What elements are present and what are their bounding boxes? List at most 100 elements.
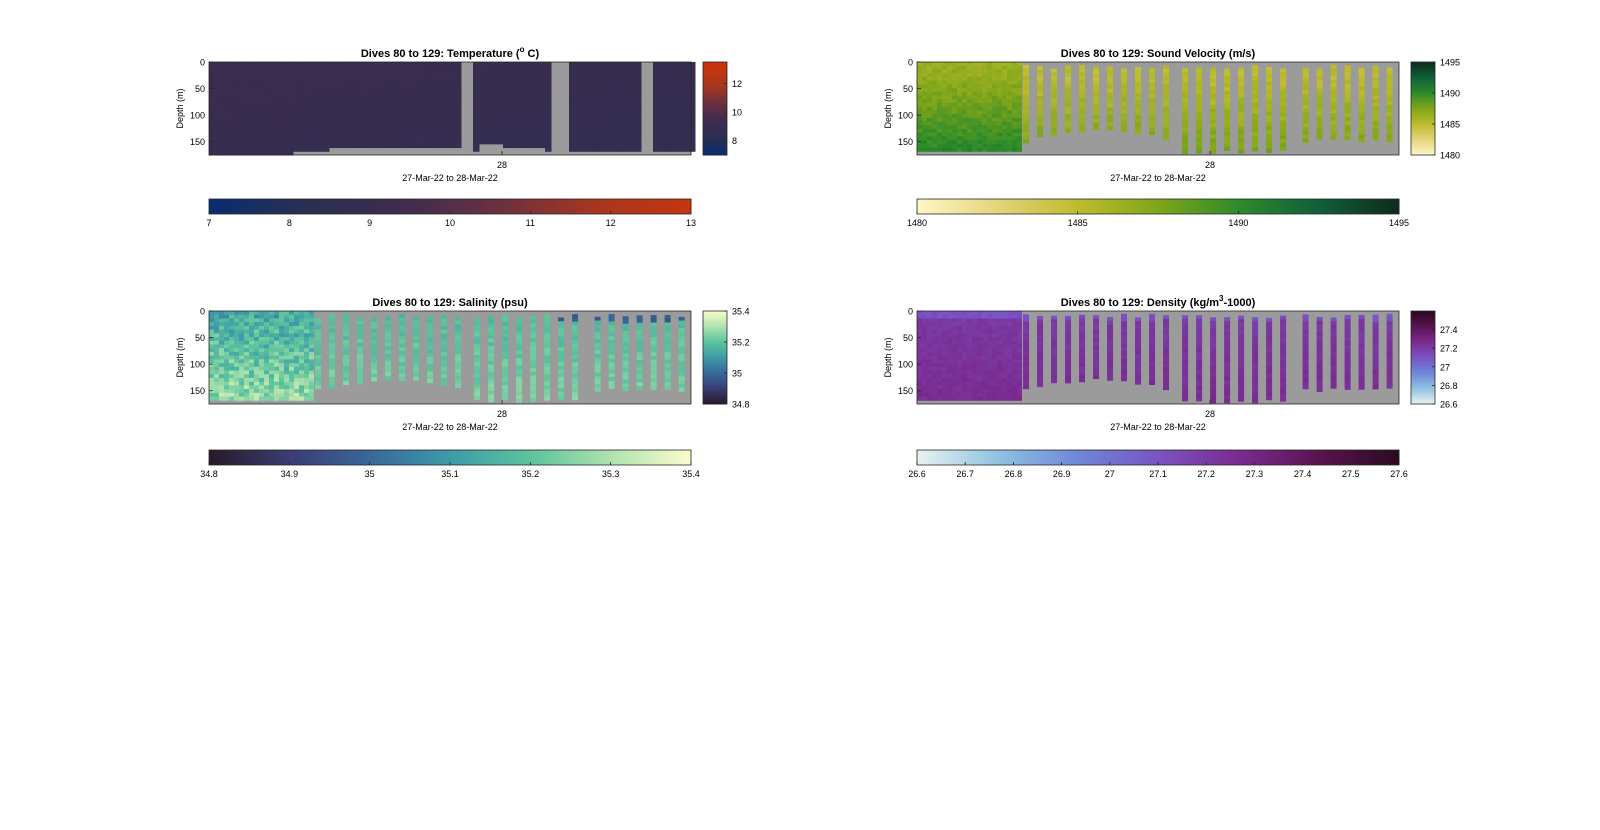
heatmap-cell xyxy=(922,102,927,108)
heatmap-cell xyxy=(947,65,952,70)
heatmap-cell xyxy=(678,357,685,363)
heatmap-cell xyxy=(545,84,552,89)
heatmap-cell xyxy=(293,80,300,85)
heatmap-cell xyxy=(587,132,594,137)
heatmap-cell xyxy=(664,341,671,346)
colorbar-step xyxy=(606,450,612,465)
colorbar-step xyxy=(1041,199,1047,214)
heatmap-cell xyxy=(287,132,294,137)
heatmap-cell xyxy=(927,73,932,78)
heatmap-cell xyxy=(401,106,408,111)
heatmap-cell xyxy=(229,392,234,398)
heatmap-cell xyxy=(209,114,216,119)
colorbar-step xyxy=(538,199,543,214)
colorbar-step xyxy=(542,450,547,465)
heatmap-cell xyxy=(1182,123,1189,129)
heatmap-cell xyxy=(317,102,324,108)
heatmap-cell xyxy=(942,366,947,372)
heatmap-cell xyxy=(455,95,462,100)
heatmap-cell xyxy=(982,359,987,364)
heatmap-cell xyxy=(289,396,294,401)
heatmap-cell xyxy=(1182,127,1189,132)
heatmap-cell xyxy=(299,355,304,360)
heatmap-cell xyxy=(1012,140,1017,145)
heatmap-cell xyxy=(244,340,249,345)
heatmap-cell xyxy=(1002,110,1007,115)
heatmap-cell xyxy=(441,348,448,353)
colorbar-step xyxy=(409,199,415,214)
heatmap-cell xyxy=(294,366,299,372)
heatmap-cell xyxy=(947,348,952,353)
heatmap-cell xyxy=(227,80,234,85)
heatmap-cell xyxy=(299,351,304,357)
heatmap-cell xyxy=(419,132,426,137)
heatmap-cell xyxy=(575,65,582,70)
heatmap-cell xyxy=(323,121,330,126)
heatmap-cell xyxy=(962,344,967,349)
heatmap-cell xyxy=(1358,104,1365,110)
heatmap-cell xyxy=(1358,101,1365,106)
heatmap-cell xyxy=(311,110,318,115)
heatmap-cell xyxy=(341,128,348,134)
heatmap-cell xyxy=(371,76,378,82)
heatmap-cell xyxy=(957,110,962,115)
heatmap-cell xyxy=(947,311,952,316)
heatmap-cell xyxy=(1023,347,1030,352)
heatmap-cell xyxy=(982,69,987,74)
colorbar-step xyxy=(285,450,290,465)
heatmap-cell xyxy=(227,95,234,100)
heatmap-cell xyxy=(671,114,678,119)
heatmap-cell xyxy=(413,361,420,366)
heatmap-cell xyxy=(653,117,660,123)
heatmap-cell xyxy=(419,143,426,149)
heatmap-cell xyxy=(605,80,612,85)
heatmap-cell xyxy=(254,351,259,357)
heatmap-cell xyxy=(997,337,1002,342)
heatmap-cell xyxy=(455,361,462,366)
heatmap-cell xyxy=(982,88,987,93)
heatmap-cell xyxy=(279,392,284,398)
heatmap-cell xyxy=(281,132,288,137)
colorbar-step xyxy=(562,199,567,214)
heatmap-cell xyxy=(209,143,216,149)
heatmap-cell xyxy=(942,340,947,345)
heatmap-cell xyxy=(227,136,234,141)
heatmap-cell xyxy=(427,323,434,328)
heatmap-cell xyxy=(269,110,276,115)
heatmap-cell xyxy=(544,370,551,375)
heatmap-cell xyxy=(215,91,222,96)
heatmap-cell xyxy=(622,323,629,328)
heatmap-cell xyxy=(987,374,992,379)
heatmap-cell xyxy=(1344,113,1351,118)
heatmap-cell xyxy=(329,324,336,330)
heatmap-cell xyxy=(317,91,324,96)
heatmap-cell xyxy=(289,333,294,338)
colorbar-step xyxy=(642,450,648,465)
heatmap-cell xyxy=(304,325,309,331)
heatmap-cell xyxy=(972,314,977,319)
heatmap-cell xyxy=(443,95,450,100)
heatmap-cell xyxy=(293,117,300,123)
colorbar-step xyxy=(586,450,592,465)
heatmap-cell xyxy=(677,140,684,145)
heatmap-cell xyxy=(289,351,294,357)
heatmap-cell xyxy=(257,132,264,137)
heatmap-cell xyxy=(371,125,378,130)
heatmap-cell xyxy=(665,117,672,123)
heatmap-cell xyxy=(575,128,582,134)
heatmap-cell xyxy=(215,110,222,115)
heatmap-cell xyxy=(274,392,279,398)
colorbar-step xyxy=(703,363,727,366)
heatmap-cell xyxy=(209,136,216,141)
heatmap-cell xyxy=(299,69,306,74)
heatmap-cell xyxy=(1252,135,1259,141)
heatmap-cell xyxy=(427,364,434,369)
heatmap-cell xyxy=(347,125,354,130)
heatmap-cell xyxy=(1386,78,1393,83)
heatmap-cell xyxy=(227,151,234,156)
heatmap-cell xyxy=(1093,114,1100,120)
heatmap-cell xyxy=(521,128,528,134)
heatmap-cell xyxy=(937,389,942,394)
heatmap-cell xyxy=(1017,125,1022,130)
heatmap-cell xyxy=(274,396,279,401)
